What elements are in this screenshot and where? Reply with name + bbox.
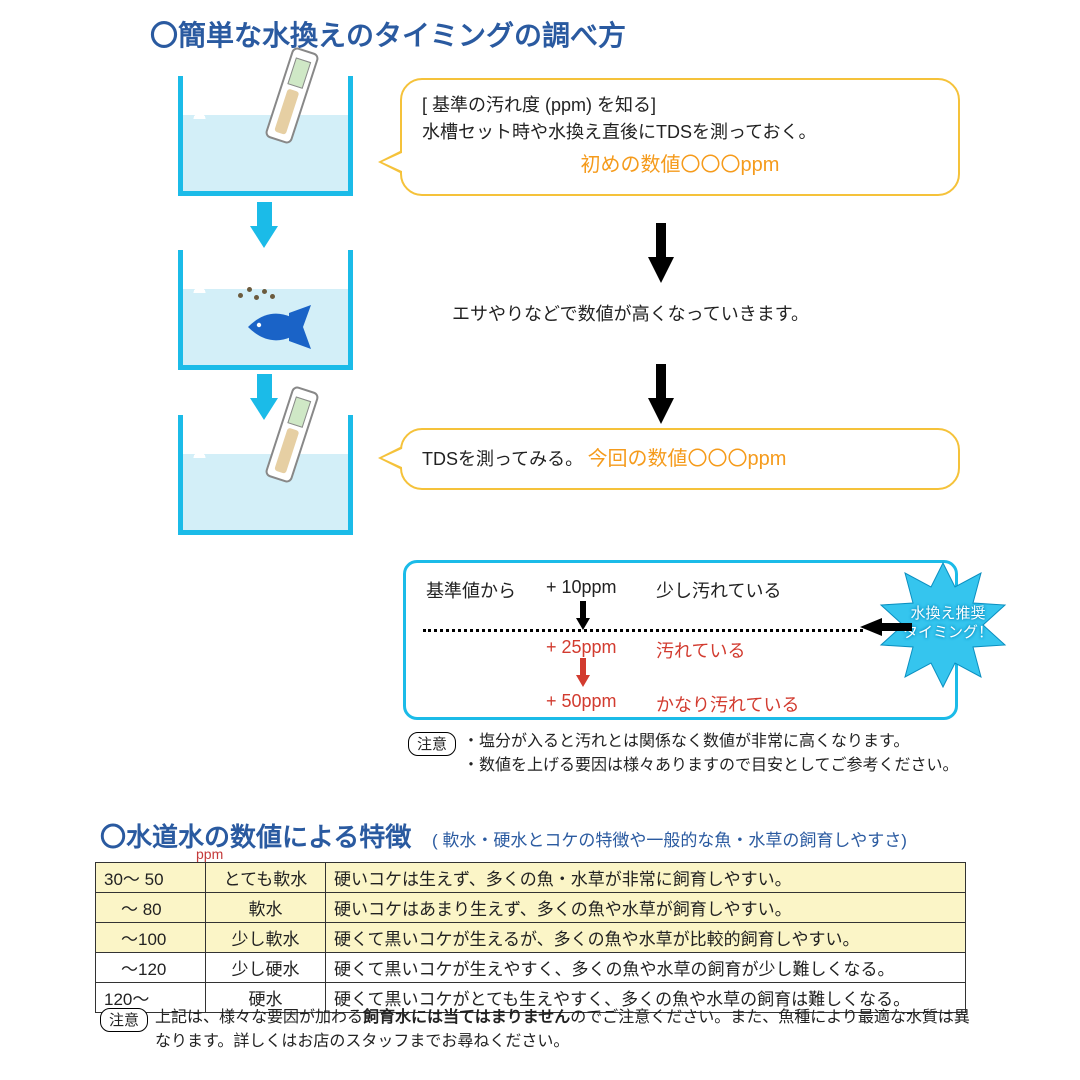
section2-subtitle: ( 軟水・硬水とコケの特徴や一般的な魚・水草の飼育しやすさ) xyxy=(432,826,907,851)
down-arrow-stem xyxy=(257,374,272,398)
result-row-2-label: 汚れている xyxy=(656,637,745,663)
bubble-measure: TDSを測ってみる。 今回の数値〇〇〇ppm xyxy=(400,428,960,490)
result-row-1-label: 少し汚れている xyxy=(656,577,781,603)
note2-text: 上記は、様々な要因が加わる飼育水には当てはまりませんのでご注意ください。また、魚… xyxy=(155,1006,985,1054)
tank-3 xyxy=(178,415,353,535)
dotted-line xyxy=(423,629,863,632)
mid-text: エサやりなどで数値が高くなっていきます。 xyxy=(452,300,809,326)
tiny-down-arrow-icon xyxy=(576,618,590,630)
note1-label: 注意 xyxy=(408,732,456,756)
table-row: ～120少し硬水硬くて黒いコケが生えやすく、多くの魚や水草の飼育が少し難しくなる… xyxy=(96,953,966,983)
down-arrow-icon xyxy=(250,226,278,248)
bubble-baseline: [ 基準の汚れ度 (ppm) を知る] 水槽セット時や水換え直後にTDSを測って… xyxy=(400,78,960,196)
note2-label: 注意 xyxy=(100,1008,148,1032)
table-row: ～ 80軟水硬いコケはあまり生えず、多くの魚や水草が飼育しやすい。 xyxy=(96,893,966,923)
result-row-3-label: かなり汚れている xyxy=(656,691,799,717)
tiny-down-arrow-icon xyxy=(576,675,590,687)
down-arrow-icon xyxy=(648,257,674,283)
ppm-label: ppm xyxy=(196,846,223,862)
table-row: ～100少し軟水硬くて黒いコケが生えるが、多くの魚や水草が比較的飼育しやすい。 xyxy=(96,923,966,953)
starburst-text: 水換え推奨 タイミング！ xyxy=(898,605,998,643)
result-row-2-val: + 25ppm xyxy=(546,637,617,658)
fish-icon xyxy=(243,305,313,350)
bubble1-line2: 水槽セット時や水換え直後にTDSを測っておく。 xyxy=(422,119,938,146)
left-arrow-icon xyxy=(860,618,882,636)
bubble1-line1: [ 基準の汚れ度 (ppm) を知る] xyxy=(422,92,938,119)
down-arrow-icon xyxy=(648,398,674,424)
note1-text: ・塩分が入ると汚れとは関係なく数値が非常に高くなります。 ・数値を上げる要因は様… xyxy=(463,730,1023,778)
section1-title: 〇簡単な水換えのタイミングの調べ方 xyxy=(150,14,626,54)
tank-1 xyxy=(178,76,353,196)
hardness-table: 30～ 50とても軟水硬いコケは生えず、多くの魚・水草が非常に飼育しやすい。 ～… xyxy=(95,862,966,1013)
result-row-3-val: + 50ppm xyxy=(546,691,617,712)
bubble2-black: TDSを測ってみる。 xyxy=(422,449,583,469)
result-row-1-val: + 10ppm xyxy=(546,577,617,598)
bubble2-orange: 今回の数値〇〇〇ppm xyxy=(588,448,787,470)
bubble1-orange: 初めの数値〇〇〇ppm xyxy=(422,150,938,180)
down-arrow-stem xyxy=(257,202,272,226)
food-dots-icon xyxy=(238,285,278,305)
result-prefix: 基準値から xyxy=(426,577,516,603)
table-row: 30～ 50とても軟水硬いコケは生えず、多くの魚・水草が非常に飼育しやすい。 xyxy=(96,863,966,893)
tank-2 xyxy=(178,250,353,370)
section2-title: 〇水道水の数値による特徴 xyxy=(100,817,411,854)
